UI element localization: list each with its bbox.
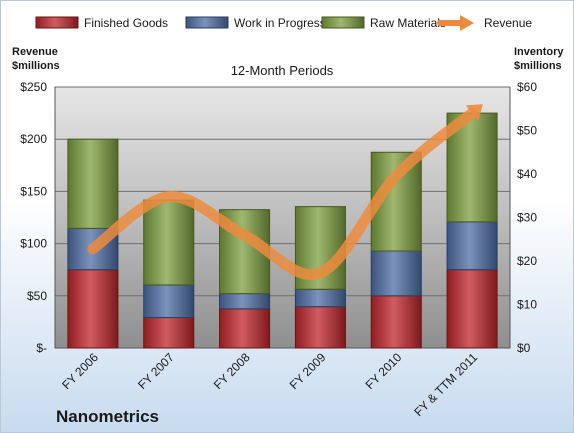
bar-work-in-progress [219, 293, 271, 310]
left-tick-label: $50 [27, 289, 47, 303]
right-tick-label: $0 [517, 341, 531, 355]
legend-arrow-revenue [460, 15, 474, 31]
revenue-line [87, 107, 478, 281]
bar-raw-materials [143, 199, 195, 286]
left-tick-label: $250 [20, 80, 47, 94]
legend-swatch-raw-materials [321, 16, 365, 29]
bar-work-in-progress [143, 284, 195, 319]
right-tick-label: $60 [517, 80, 537, 94]
bar-work-in-progress [370, 250, 422, 297]
left-tick-label: $150 [20, 184, 47, 198]
bar-finished-goods [219, 308, 271, 349]
x-tick-label: FY 2007 [135, 350, 177, 392]
right-tick-label: $40 [517, 167, 537, 181]
bar-raw-materials [67, 138, 119, 229]
right-tick-label: $20 [517, 254, 537, 268]
left-tick-label: $- [36, 341, 47, 355]
revenue-arrowhead [465, 104, 483, 121]
x-tick-label: FY & TTM 2011 [411, 350, 480, 419]
left-tick-label: $100 [20, 237, 47, 251]
x-tick-label: FY 2010 [363, 350, 405, 392]
right-axis-title: Inventory $millions [514, 46, 564, 72]
bar-finished-goods [446, 269, 498, 349]
chart-subtitle: 12-Month Periods [231, 63, 334, 78]
left-axis-title: Revenue $millions [12, 46, 60, 72]
right-tick-label: $30 [517, 211, 537, 225]
x-tick-label: FY 2009 [287, 350, 329, 392]
bar-finished-goods [370, 295, 422, 349]
legend-label-raw-materials: Raw Materials [370, 16, 446, 30]
legend-label-work-in-progress: Work in Progress [234, 16, 326, 30]
legend-label-revenue: Revenue [484, 16, 532, 30]
right-tick-label: $50 [517, 124, 537, 138]
bar-finished-goods [143, 317, 195, 349]
legend-label-finished-goods: Finished Goods [84, 16, 168, 30]
left-tick-label: $200 [20, 132, 47, 146]
right-tick-label: $10 [517, 298, 537, 312]
x-tick-label: FY 2006 [59, 350, 101, 392]
legend-swatch-work-in-progress [185, 16, 229, 29]
company-name: Nanometrics [56, 407, 159, 426]
bar-work-in-progress [446, 221, 498, 271]
bar-finished-goods [294, 306, 346, 349]
x-tick-label: FY 2008 [211, 350, 253, 392]
bar-finished-goods [67, 269, 119, 349]
legend-swatch-finished-goods [35, 16, 79, 29]
bar-work-in-progress [294, 288, 346, 308]
